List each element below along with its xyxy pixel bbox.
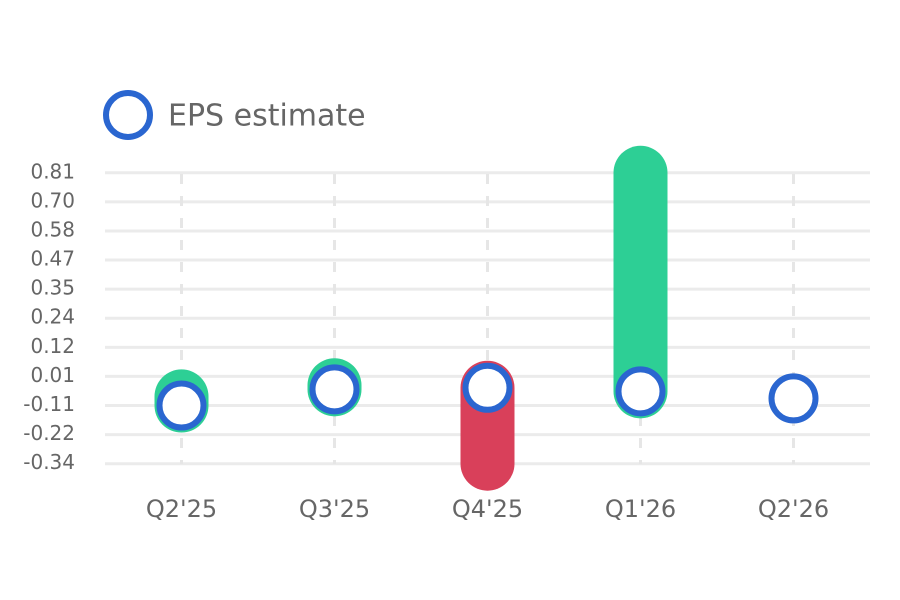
- x-tick-label: Q3'25: [299, 495, 370, 523]
- y-tick-label: -0.34: [23, 450, 75, 474]
- estimate-marker: [309, 364, 360, 415]
- y-tick-label: 0.58: [30, 217, 75, 241]
- y-tick-label: 0.70: [30, 188, 75, 212]
- x-tick-label: Q1'26: [605, 495, 676, 523]
- y-tick-label: -0.22: [23, 421, 75, 445]
- estimate-marker: [615, 366, 666, 417]
- y-tick-label: 0.12: [30, 334, 75, 358]
- y-tick-label: -0.11: [23, 392, 75, 416]
- x-tick-label: Q4'25: [452, 495, 523, 523]
- x-tick-label: Q2'25: [146, 495, 217, 523]
- legend-label: EPS estimate: [168, 99, 366, 134]
- y-tick-label: 0.47: [30, 247, 75, 271]
- estimate-marker: [156, 380, 207, 431]
- y-tick-label: 0.35: [30, 276, 75, 300]
- estimate-marker: [462, 362, 513, 413]
- y-tick-label: 0.81: [30, 159, 75, 183]
- x-tick-label: Q2'26: [758, 495, 829, 523]
- legend-marker: [103, 90, 153, 140]
- y-tick-label: 0.24: [30, 305, 75, 329]
- y-tick-label: 0.01: [30, 363, 75, 387]
- estimate-marker: [768, 373, 819, 424]
